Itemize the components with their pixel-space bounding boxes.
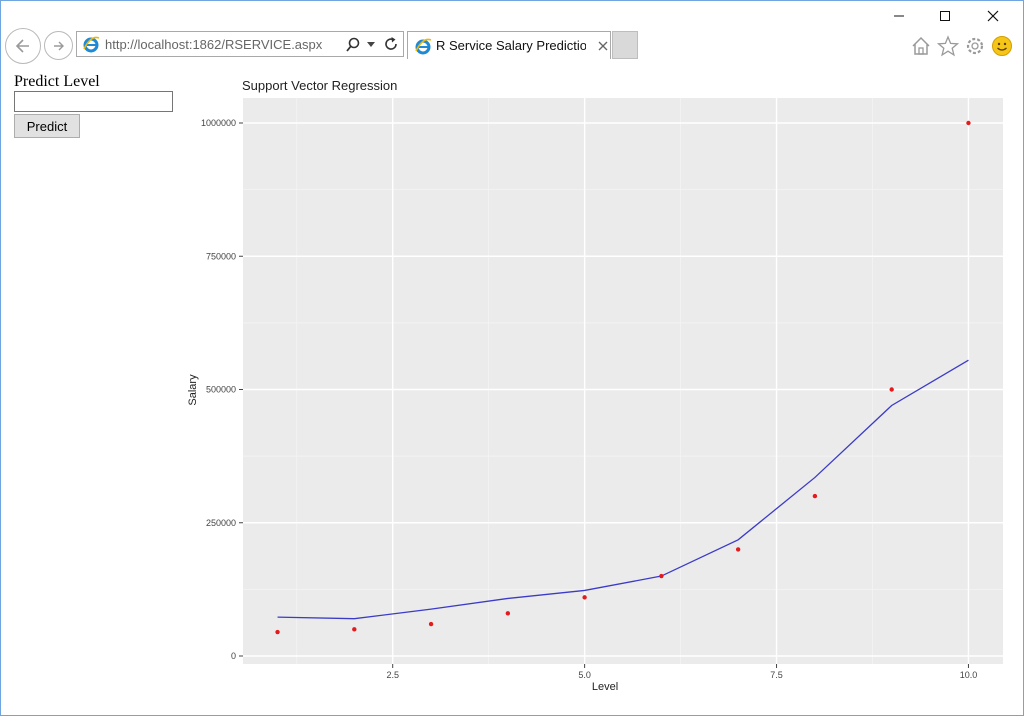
browser-tab[interactable]: R Service Salary Prediction ... (407, 31, 611, 59)
forward-button[interactable] (44, 31, 73, 60)
address-bar[interactable]: http://localhost:1862/RSERVICE.aspx (76, 31, 404, 57)
chart-title: Support Vector Regression (242, 78, 397, 93)
data-point (659, 573, 664, 579)
svr-chart: Support Vector Regression Level Salary 2… (187, 78, 1003, 693)
y-tick-label: 0 (231, 651, 236, 661)
forward-arrow-icon (53, 41, 64, 50)
chevron-down-icon[interactable] (367, 42, 375, 48)
regression-line (277, 359, 969, 620)
data-point (889, 387, 894, 392)
back-arrow-icon (15, 39, 29, 53)
url-text: http://localhost:1862/RSERVICE.aspx (105, 37, 323, 52)
back-button[interactable] (5, 28, 41, 64)
y-tick-label: 250000 (206, 518, 236, 528)
title-bar (0, 0, 1024, 32)
data-point (735, 547, 741, 552)
tab-title: R Service Salary Prediction ... (436, 38, 586, 53)
data-point (428, 621, 434, 627)
star-icon[interactable] (936, 34, 960, 58)
y-axis-label: Salary (187, 374, 199, 406)
predict-button[interactable]: Predict (14, 114, 80, 138)
y-tick-label: 1000000 (201, 118, 236, 128)
gridlines (243, 98, 1003, 664)
smiley-icon[interactable] (990, 34, 1014, 58)
x-tick-label: 7.5 (770, 670, 783, 680)
page-content: Predict Level Predict Support Vector Reg… (0, 60, 1024, 714)
x-tick-label: 5.0 (578, 670, 591, 680)
home-icon[interactable] (909, 34, 933, 58)
data-point (352, 627, 357, 632)
data-point (505, 611, 511, 616)
x-tick-label: 10.0 (960, 670, 978, 680)
minimize-icon[interactable] (876, 0, 922, 32)
gear-icon[interactable] (963, 34, 987, 58)
close-icon[interactable] (970, 0, 1016, 32)
data-point (582, 595, 587, 600)
y-tick-label: 500000 (206, 385, 236, 395)
x-tick-label: 2.5 (386, 670, 399, 680)
ie-logo-icon (415, 38, 432, 55)
y-tick-label: 750000 (206, 251, 236, 261)
ie-logo-icon (83, 36, 100, 53)
new-tab-button[interactable] (612, 31, 638, 59)
data-point (275, 629, 280, 635)
x-axis-label: Level (592, 681, 618, 693)
search-icon[interactable] (345, 37, 361, 53)
close-tab-icon[interactable] (598, 41, 608, 51)
predict-level-input[interactable] (14, 91, 173, 112)
predict-level-label: Predict Level (14, 73, 100, 90)
data-point (812, 493, 818, 499)
plot-panel (243, 98, 1003, 664)
data-point (966, 120, 971, 126)
maximize-icon[interactable] (922, 0, 968, 32)
refresh-icon[interactable] (383, 36, 399, 52)
